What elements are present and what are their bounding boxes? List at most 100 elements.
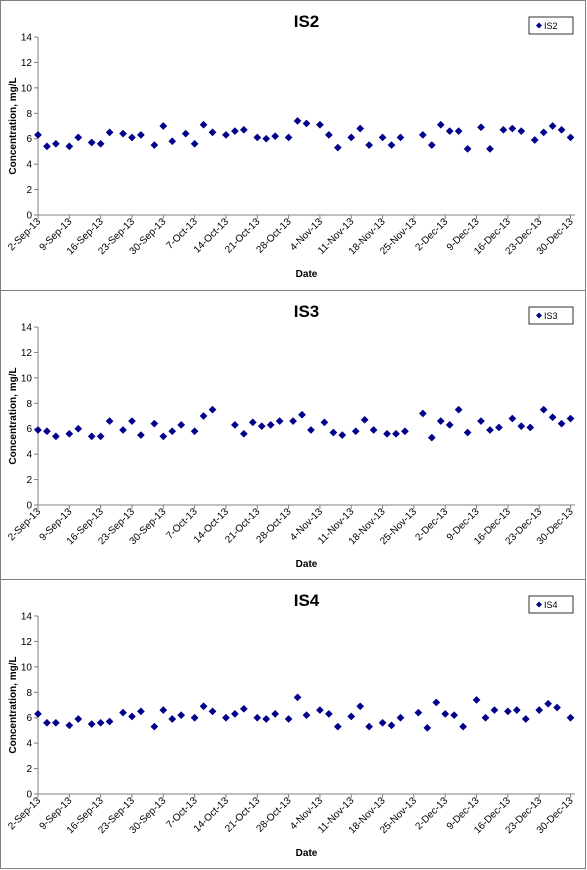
y-tick-label: 10 bbox=[21, 373, 33, 384]
y-tick-label: 14 bbox=[21, 33, 33, 44]
data-point bbox=[566, 414, 575, 423]
data-point bbox=[351, 427, 360, 436]
y-tick-label: 12 bbox=[21, 637, 33, 648]
data-point bbox=[459, 722, 468, 731]
data-point bbox=[266, 420, 275, 429]
data-point bbox=[436, 120, 445, 129]
data-point bbox=[119, 708, 127, 717]
y-tick-label: 10 bbox=[21, 662, 33, 673]
data-point bbox=[365, 722, 374, 731]
data-point bbox=[221, 713, 230, 722]
data-point bbox=[347, 133, 356, 142]
data-point bbox=[34, 426, 42, 434]
data-point bbox=[262, 715, 271, 723]
data-point bbox=[119, 426, 127, 434]
data-point bbox=[320, 418, 329, 427]
data-point bbox=[51, 718, 60, 727]
data-point bbox=[239, 704, 248, 713]
data-point bbox=[298, 410, 306, 419]
y-tick-label: 6 bbox=[26, 713, 32, 724]
y-tick-label: 0 bbox=[26, 211, 32, 222]
y-tick-label: 8 bbox=[26, 688, 32, 699]
data-point bbox=[445, 127, 454, 136]
data-point bbox=[508, 414, 517, 423]
data-point bbox=[293, 693, 302, 702]
data-point bbox=[42, 142, 51, 151]
data-point bbox=[262, 134, 271, 143]
data-point bbox=[34, 709, 42, 718]
legend: IS2 bbox=[528, 16, 574, 35]
legend-box bbox=[528, 595, 574, 614]
y-tick-label: 14 bbox=[21, 612, 33, 623]
data-point bbox=[333, 722, 342, 731]
chart-panel-is3: IS3 0 2 4 6 8 10 12 14 2-Sep-13 9-Sep-13 16-Sep-13 2… bbox=[0, 290, 586, 581]
data-point bbox=[432, 698, 441, 707]
x-tick-label: 2-Dec-13 bbox=[413, 795, 450, 832]
data-point bbox=[427, 433, 436, 442]
data-point bbox=[378, 133, 387, 142]
data-point bbox=[136, 707, 145, 716]
x-tick-label: 28-Oct-13 bbox=[254, 795, 294, 835]
data-point bbox=[87, 432, 96, 441]
data-point bbox=[87, 138, 96, 147]
data-point bbox=[333, 143, 342, 152]
series-is2 bbox=[34, 116, 575, 153]
y-tick-label: 6 bbox=[26, 424, 32, 435]
x-axis-label: Date bbox=[296, 559, 318, 570]
data-point bbox=[159, 706, 168, 715]
data-point bbox=[230, 420, 239, 429]
data-point bbox=[119, 129, 127, 138]
legend-label: IS2 bbox=[544, 21, 558, 31]
data-point bbox=[199, 120, 208, 129]
data-point bbox=[293, 116, 302, 125]
data-point bbox=[378, 718, 387, 727]
legend-marker bbox=[536, 22, 542, 29]
data-point bbox=[230, 127, 239, 136]
y-tick-label: 0 bbox=[26, 790, 32, 801]
y-tick-label: 4 bbox=[26, 739, 32, 750]
data-point bbox=[539, 405, 548, 414]
y-tick-label: 12 bbox=[21, 348, 33, 359]
data-point bbox=[387, 721, 396, 730]
data-point bbox=[65, 429, 74, 438]
data-point bbox=[454, 127, 463, 136]
data-point bbox=[436, 417, 445, 426]
data-point bbox=[548, 122, 557, 130]
scatter-chart: IS2024681012142-Sep-139-Sep-1316-Sep-132… bbox=[6, 12, 576, 280]
data-point bbox=[418, 130, 427, 139]
data-point bbox=[499, 125, 508, 134]
data-point bbox=[34, 130, 42, 139]
legend-label: IS3 bbox=[544, 311, 558, 321]
chart-panel-is4: IS4 0 2 4 6 8 10 12 14 2-Sep-13 9-Sep-13 16-Sep-13 2… bbox=[0, 579, 586, 869]
data-point bbox=[427, 141, 436, 150]
data-point bbox=[221, 130, 230, 139]
data-point bbox=[230, 709, 239, 718]
data-point bbox=[150, 419, 159, 428]
data-point bbox=[486, 144, 494, 153]
data-point bbox=[136, 431, 145, 440]
x-tick-label: 2-Sep-13 bbox=[6, 216, 43, 253]
data-point bbox=[128, 712, 136, 721]
data-point bbox=[87, 720, 96, 729]
data-point bbox=[544, 699, 553, 708]
data-point bbox=[557, 419, 566, 428]
data-point bbox=[199, 702, 208, 711]
data-point bbox=[324, 709, 333, 718]
data-point bbox=[128, 417, 136, 426]
data-point bbox=[284, 715, 293, 723]
data-point bbox=[96, 139, 105, 148]
data-point bbox=[253, 713, 262, 722]
data-point bbox=[289, 417, 298, 426]
y-axis-label: Concentration, mg/L bbox=[8, 77, 19, 174]
data-point bbox=[51, 139, 60, 148]
y-tick-label: 12 bbox=[21, 58, 33, 69]
plot-area bbox=[38, 616, 575, 794]
data-point bbox=[490, 706, 499, 715]
x-tick-label: 2-Dec-13 bbox=[413, 506, 450, 543]
data-point bbox=[347, 712, 356, 721]
y-tick-label: 8 bbox=[26, 109, 32, 120]
x-tick-label: 28-Oct-13 bbox=[254, 506, 294, 546]
data-point bbox=[450, 711, 459, 720]
data-point bbox=[159, 432, 168, 441]
data-point bbox=[177, 711, 186, 720]
